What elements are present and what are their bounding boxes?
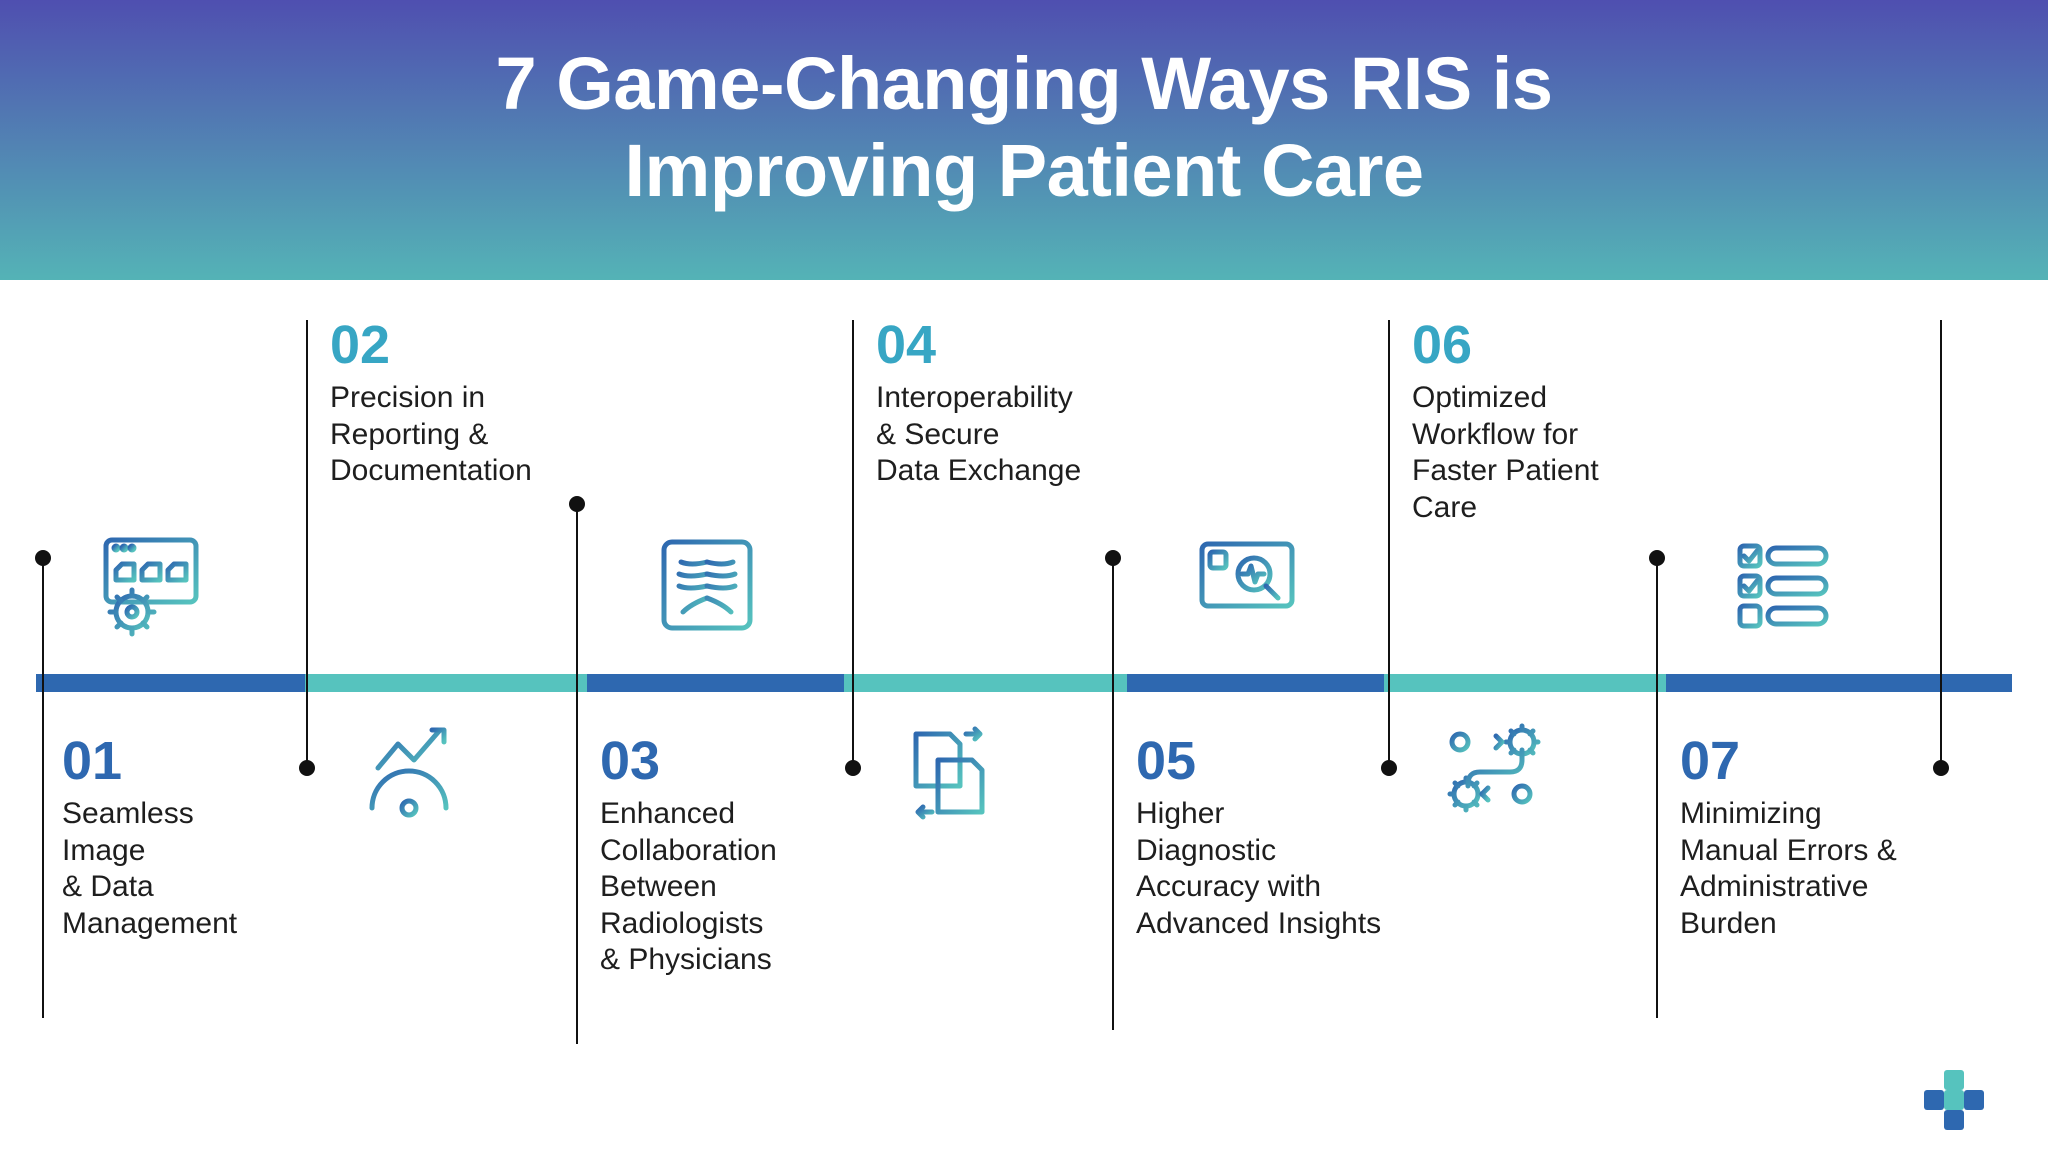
brand-logo [1906,1065,2002,1135]
page-title: 7 Game-Changing Ways RIS isImproving Pat… [80,40,1968,215]
folders-gear-icon [96,530,206,640]
item-number: 01 [62,734,237,788]
timeline-vline [1112,558,1114,1030]
item-description: Precision inReporting &Documentation [330,380,532,490]
monitor-ecg-icon [1192,530,1302,640]
timeline-vline [576,504,578,1044]
item-description: HigherDiagnosticAccuracy withAdvanced In… [1136,796,1381,942]
timeline-vline [1940,320,1942,768]
xray-icon [652,530,762,640]
item-number: 04 [876,318,1081,372]
timeline-bar [36,674,2012,692]
timeline-item: 06 OptimizedWorkflow forFaster PatientCar… [1412,318,1599,526]
timeline-dot [1105,550,1121,566]
timeline-dot [35,550,51,566]
item-description: SeamlessImage& DataManagement [62,796,237,942]
timeline-vline [306,320,308,768]
header-banner: 7 Game-Changing Ways RIS isImproving Pat… [0,0,2048,280]
item-number: 03 [600,734,777,788]
item-description: MinimizingManual Errors &AdministrativeB… [1680,796,1897,942]
timeline-segment [305,674,588,692]
checklist-icon [1728,530,1838,640]
item-number: 05 [1136,734,1381,788]
timeline-segment [587,674,844,692]
timeline-item: 05 HigherDiagnosticAccuracy withAdvanced … [1136,734,1381,942]
timeline-segment [1127,674,1384,692]
item-description: EnhancedCollaborationBetweenRadiologists… [600,796,777,979]
timeline-vline [852,320,854,768]
timeline-item: 01 SeamlessImage& DataManagement [62,734,237,942]
item-description: Interoperability& SecureData Exchange [876,380,1081,490]
timeline-segment [1384,674,1667,692]
timeline-dot [845,760,861,776]
timeline-item: 07 MinimizingManual Errors &Administrativ… [1680,734,1897,942]
item-number: 02 [330,318,532,372]
timeline-vline [1656,558,1658,1018]
file-sync-icon [894,716,1004,826]
timeline-item: 04 Interoperability& SecureData Exchange [876,318,1081,490]
item-number: 06 [1412,318,1599,372]
timeline-vline [42,558,44,1018]
timeline-item: 02 Precision inReporting &Documentation [330,318,532,490]
analytics-icon [354,716,464,826]
timeline-segment [1666,674,2012,692]
timeline-segment [36,674,305,692]
timeline-dot [1381,760,1397,776]
timeline-vline [1388,320,1390,768]
timeline-dot [569,496,585,512]
timeline-segment [844,674,1127,692]
timeline-item: 03 EnhancedCollaborationBetweenRadiologis… [600,734,777,979]
pipeline-icon [1436,716,1546,826]
timeline-dot [299,760,315,776]
timeline-dot [1649,550,1665,566]
timeline-dot [1933,760,1949,776]
timeline: 01 SeamlessImage& DataManagement 02 Precisi… [0,280,2048,1100]
item-description: OptimizedWorkflow forFaster PatientCare [1412,380,1599,526]
item-number: 07 [1680,734,1897,788]
